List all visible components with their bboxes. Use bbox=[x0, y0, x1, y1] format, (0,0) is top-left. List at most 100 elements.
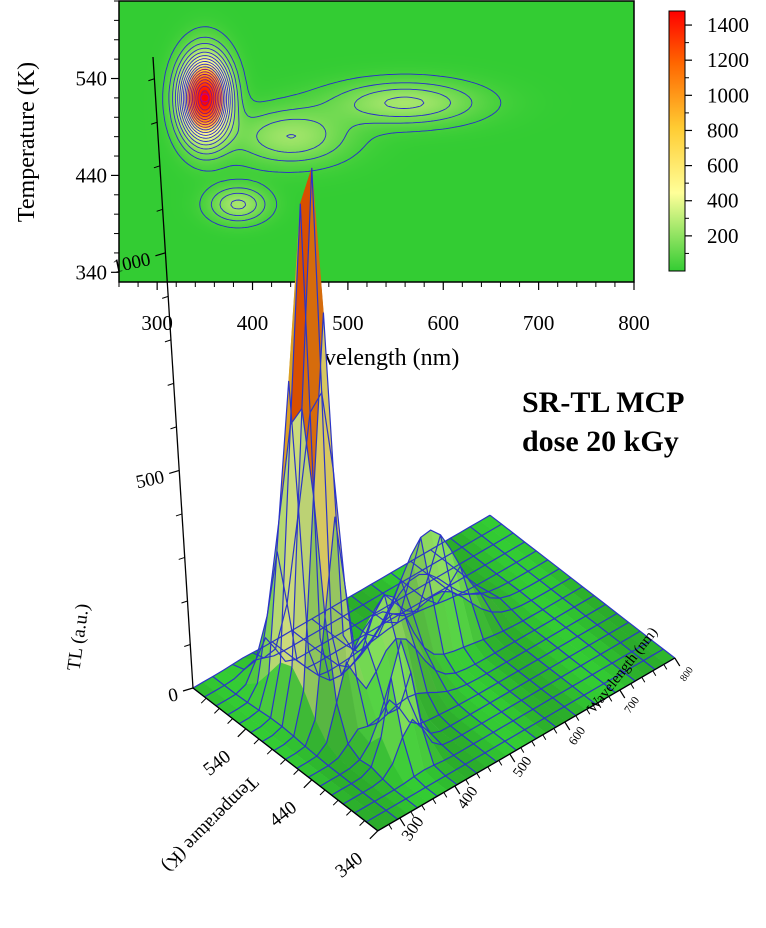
surface-temperature-minor-tick bbox=[332, 799, 339, 806]
surface-temperature-tick bbox=[303, 779, 313, 789]
surface-gridline-wavelength bbox=[390, 564, 577, 717]
surface-wavelength-tick-label: 600 bbox=[566, 724, 588, 748]
contour-x-tick-label: 500 bbox=[332, 311, 364, 335]
surface-gridline-wavelength bbox=[410, 560, 596, 705]
surface-wavelength-tick-label: 500 bbox=[510, 754, 535, 781]
contour-line bbox=[177, 51, 233, 146]
surface-wavelength-tick bbox=[509, 753, 516, 763]
surface-temperature-minor-tick bbox=[214, 708, 220, 714]
surface-z-label: TL (a.u.) bbox=[63, 602, 93, 672]
surface-z-tick-label: 0 bbox=[166, 684, 180, 707]
surface-wavelength-minor-tick bbox=[586, 708, 591, 715]
colorbar-tick-label: 1400 bbox=[707, 13, 749, 37]
surface-wavelength-minor-tick bbox=[388, 824, 393, 830]
surface-wavelength-tick bbox=[399, 817, 406, 827]
surface-z-minor-tick bbox=[178, 556, 185, 560]
contour-line bbox=[162, 26, 502, 229]
surface-gridline-wavelength bbox=[430, 549, 616, 694]
surface-gridline-wavelength bbox=[370, 534, 557, 728]
surface-mesh bbox=[192, 167, 676, 832]
surface-wavelength-minor-tick bbox=[465, 779, 470, 785]
surface-z-minor-tick bbox=[162, 295, 169, 299]
contour-line bbox=[172, 42, 452, 217]
surface-wavelength-minor-tick bbox=[630, 683, 635, 689]
surface-temperature-minor-tick bbox=[266, 748, 273, 755]
surface-gridline-wavelength bbox=[331, 578, 517, 751]
contour-line bbox=[174, 47, 425, 210]
contour-peak-marker bbox=[200, 93, 210, 103]
surface-wavelength-minor-tick bbox=[575, 715, 580, 721]
contour-line bbox=[185, 66, 224, 131]
surface-temperature-minor-tick bbox=[346, 810, 352, 816]
contour-line bbox=[193, 79, 217, 118]
surface-z-minor-tick bbox=[170, 426, 177, 430]
colorbar-tick-label: 1000 bbox=[707, 83, 749, 107]
contour-axes: 300 400 500 600 700 800 340 440 540 bbox=[76, 0, 650, 335]
colorbar-tick-label: 1200 bbox=[707, 48, 749, 72]
surface-wavelength-tick-label: 800 bbox=[678, 665, 696, 684]
surface-gridline-temperature bbox=[354, 639, 652, 814]
surface-z-tick bbox=[182, 687, 194, 692]
contour-y-label: Temperature (K) bbox=[14, 62, 40, 222]
contour-line bbox=[188, 71, 221, 126]
surface-wavelength-tick bbox=[619, 689, 626, 699]
surface-gridline-wavelength bbox=[351, 537, 537, 740]
surface-wavelength-minor-tick bbox=[597, 702, 602, 709]
colorbar-tick-label: 200 bbox=[707, 224, 739, 248]
surface-gridline-temperature bbox=[273, 312, 572, 752]
surface-z-axis bbox=[152, 56, 194, 689]
surface-gridline-temperature bbox=[250, 203, 549, 734]
contour-lines bbox=[162, 26, 502, 229]
surface-z-minor-tick bbox=[150, 121, 158, 125]
surface-gridline-temperature bbox=[308, 603, 606, 778]
surface-wavelength-minor-tick bbox=[531, 740, 536, 747]
surface-gridline-wavelength bbox=[271, 636, 458, 786]
surface-wavelength-tick-label: 400 bbox=[454, 783, 481, 812]
surface-wavelength-minor-tick bbox=[487, 766, 492, 773]
chart-title-line2: dose 20 kGy bbox=[522, 425, 679, 458]
surface-wavelength-minor-tick bbox=[542, 734, 547, 741]
surface-wavelength-minor-tick bbox=[652, 670, 657, 677]
surface-wavelength-minor-tick bbox=[498, 760, 503, 766]
surface-gridline-temperature bbox=[296, 594, 595, 769]
surface-gridline-temperature bbox=[342, 630, 641, 805]
surface-temperature-tick bbox=[369, 830, 379, 840]
surface-wavelength-minor-tick bbox=[520, 747, 525, 753]
contour-line bbox=[190, 73, 220, 123]
surface-temperature-tick-label: 340 bbox=[331, 848, 366, 882]
surface-gridline-wavelength bbox=[450, 537, 636, 682]
surface-wavelength-minor-tick bbox=[553, 728, 558, 734]
surface-gridline-wavelength bbox=[232, 406, 418, 809]
colorbar-ticks: 200 400 600 800 1000 1200 1400 bbox=[685, 13, 749, 254]
surface-gridline-wavelength bbox=[252, 390, 438, 797]
contour-line bbox=[168, 36, 473, 222]
surface-wavelength-tick bbox=[674, 657, 681, 667]
surface-z-minor-tick bbox=[167, 382, 174, 386]
surface-wavelength-tick bbox=[564, 721, 571, 731]
surface-wavelength-minor-tick bbox=[410, 811, 415, 817]
surface-temperature-minor-tick bbox=[359, 820, 365, 826]
surface-gridline-temperature bbox=[319, 612, 618, 787]
surface-wavelength-minor-tick bbox=[432, 798, 437, 805]
contour-y-tick-label: 540 bbox=[76, 67, 108, 91]
contour-line bbox=[195, 82, 215, 115]
colorbar-tick-label: 600 bbox=[707, 154, 739, 178]
surface-temperature-minor-tick bbox=[200, 697, 207, 704]
contour-line bbox=[191, 76, 218, 120]
contour-line bbox=[181, 58, 229, 139]
contour-fill bbox=[119, 1, 634, 282]
surface-z-minor-tick bbox=[175, 513, 183, 517]
surface-z-minor-tick bbox=[184, 644, 191, 647]
surface-temperature-minor-tick bbox=[319, 789, 326, 796]
surface-gridline-wavelength bbox=[469, 526, 656, 670]
contour-line bbox=[179, 55, 231, 142]
contour-x-tick-label: 300 bbox=[141, 311, 173, 335]
surface-wavelength-minor-tick bbox=[608, 696, 613, 702]
surface-gridline-wavelength bbox=[212, 676, 398, 820]
surface-temperature-minor-tick bbox=[253, 738, 260, 745]
surface-temperature-minor-tick bbox=[227, 718, 233, 724]
chart-title-line1: SR-TL MCP bbox=[522, 386, 685, 419]
colorbar-tick-label: 800 bbox=[707, 118, 739, 142]
surface-gridline-wavelength bbox=[489, 514, 676, 659]
